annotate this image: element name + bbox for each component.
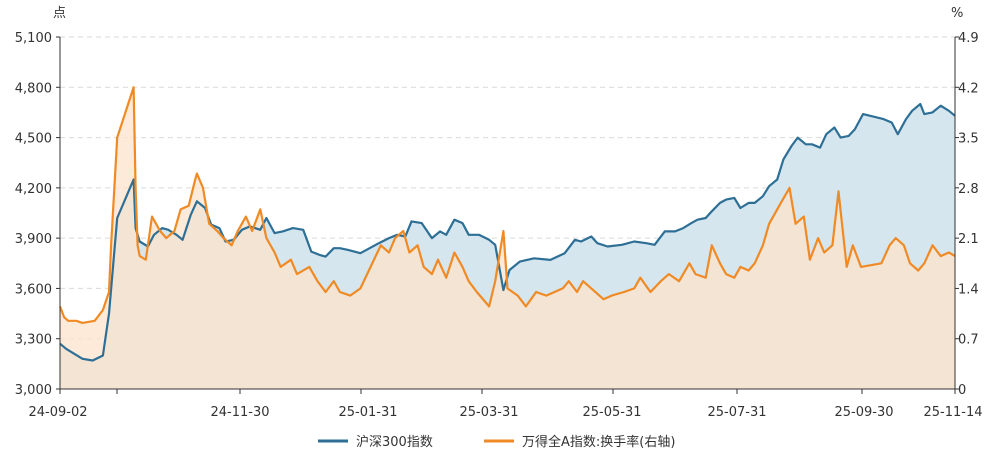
left-tick-label: 4,200 bbox=[15, 182, 52, 197]
right-tick-label: 2.1 bbox=[958, 232, 979, 247]
x-tick-label: 25-05-31 bbox=[582, 405, 641, 420]
right-tick-label: 3.5 bbox=[958, 132, 979, 147]
left-tick-label: 5,100 bbox=[15, 31, 52, 46]
right-tick-label: 0 bbox=[958, 383, 966, 398]
series-lines bbox=[58, 86, 956, 362]
area-fills bbox=[60, 87, 955, 390]
x-axis-ticks: 24-09-02 24-11-30 25-01-31 25-03-31 25-05-31… bbox=[28, 389, 983, 420]
left-tick-label: 3,300 bbox=[15, 333, 52, 348]
right-tick-label: 0.7 bbox=[958, 333, 979, 348]
left-axis-unit: 点 bbox=[53, 6, 66, 21]
legend: 沪深300指数 万得全A指数:换手率(右轴) bbox=[318, 434, 675, 450]
left-tick-label: 4,500 bbox=[15, 132, 52, 147]
x-tick-label: 25-09-30 bbox=[834, 405, 893, 420]
right-tick-label: 2.8 bbox=[958, 182, 979, 197]
x-tick-label: 25-11-14 bbox=[923, 405, 982, 420]
x-tick-label: 25-03-31 bbox=[459, 405, 518, 420]
x-tick-label: 25-07-31 bbox=[707, 405, 766, 420]
right-tick-label: 4.9 bbox=[958, 31, 979, 46]
legend-label: 沪深300指数 bbox=[356, 434, 433, 450]
right-tick-label: 4.2 bbox=[958, 81, 979, 96]
series-line-hs300 bbox=[59, 102, 956, 362]
right-axis-unit: % bbox=[951, 6, 963, 21]
series-line-turnover bbox=[58, 86, 956, 324]
left-axis-ticks: 3,000 3,300 3,600 3,900 4,200 4,500 4,800 5,100 bbox=[15, 31, 60, 398]
axes bbox=[59, 37, 956, 390]
area-fill-turnover bbox=[60, 87, 955, 390]
x-tick-label: 24-11-30 bbox=[210, 405, 269, 420]
x-tick-label: 24-09-02 bbox=[28, 405, 87, 420]
x-tick-label: 25-01-31 bbox=[338, 405, 397, 420]
left-tick-label: 3,000 bbox=[15, 383, 52, 398]
legend-label: 万得全A指数:换手率(右轴) bbox=[522, 434, 675, 450]
left-tick-label: 4,800 bbox=[15, 81, 52, 96]
right-tick-label: 1.4 bbox=[958, 282, 979, 297]
left-tick-label: 3,900 bbox=[15, 232, 52, 247]
left-tick-label: 3,600 bbox=[15, 282, 52, 297]
right-axis-ticks: 0 0.7 1.4 2.1 2.8 3.5 4.2 4.9 bbox=[955, 31, 979, 398]
